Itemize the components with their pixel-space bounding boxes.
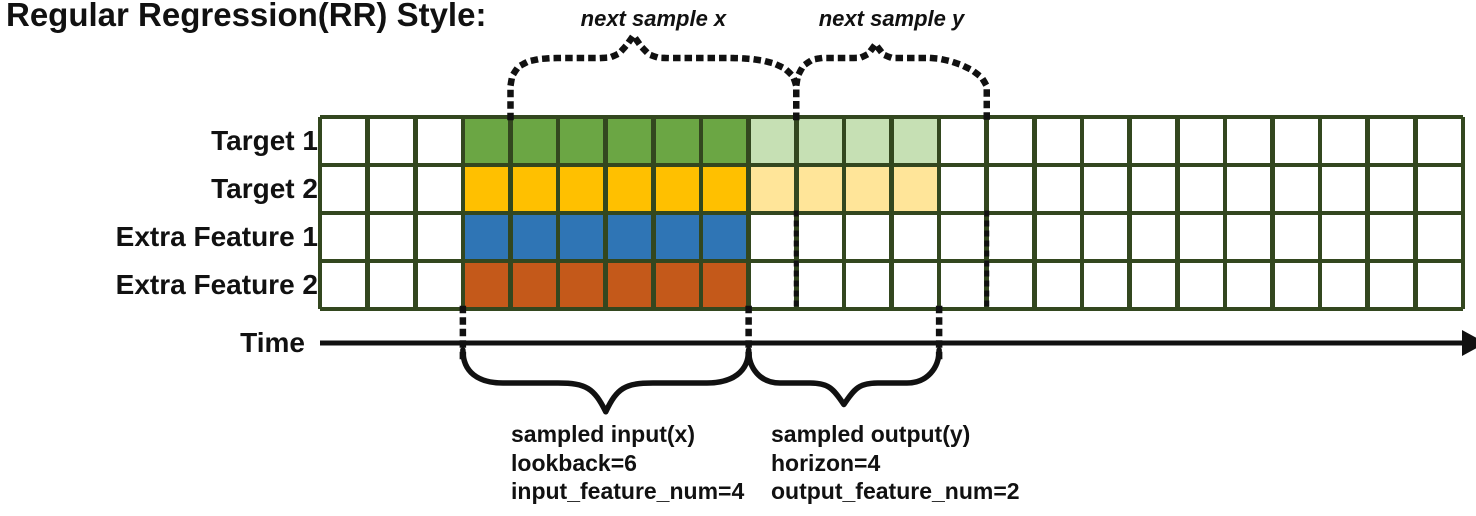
svg-text:next sample y: next sample y bbox=[819, 6, 966, 31]
svg-text:next sample x: next sample x bbox=[581, 6, 727, 31]
